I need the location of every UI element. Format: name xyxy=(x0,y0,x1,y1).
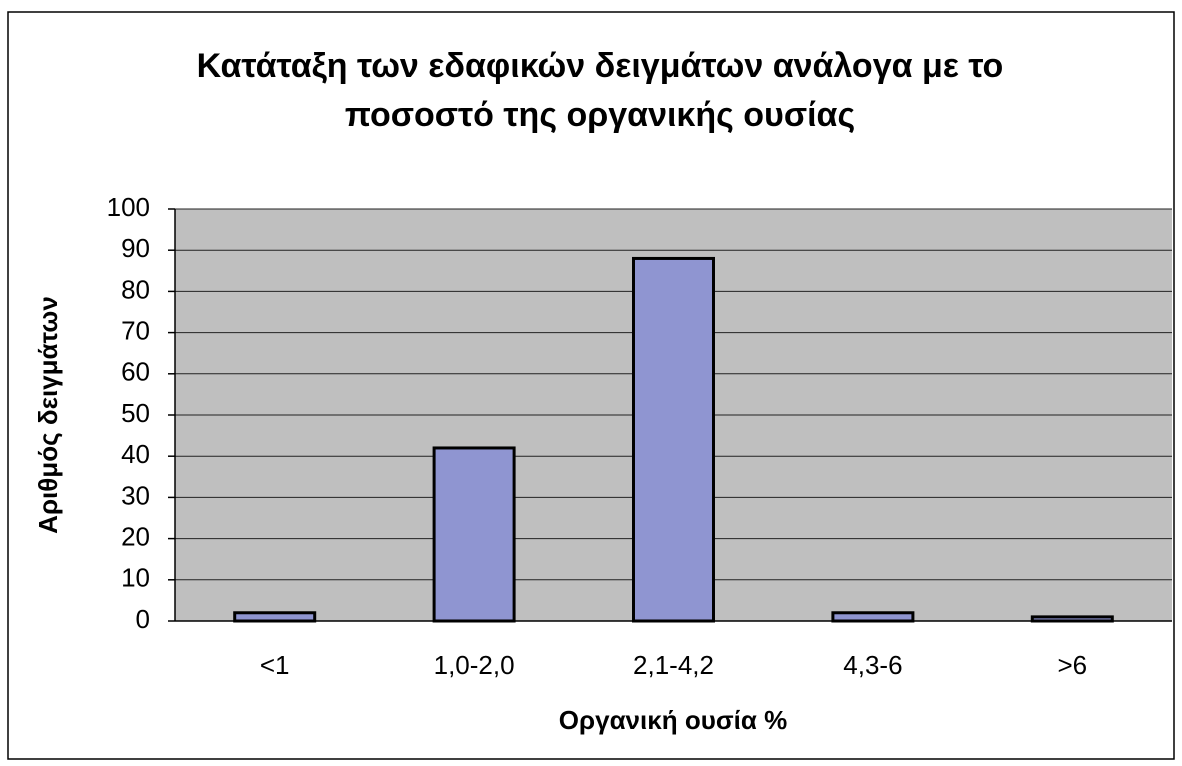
bar xyxy=(831,611,915,623)
y-tick-label: 20 xyxy=(121,521,150,551)
bar xyxy=(233,611,317,623)
x-tick-label: 4,3-6 xyxy=(843,650,902,680)
y-tick-label: 10 xyxy=(121,563,150,593)
chart-title: ποσοστό της οργανικής ουσίας xyxy=(345,96,855,134)
y-tick-label: 50 xyxy=(121,398,150,428)
x-tick-label: <1 xyxy=(260,650,290,680)
y-tick-label: 100 xyxy=(107,192,150,222)
x-tick-label: >6 xyxy=(1057,650,1087,680)
bar xyxy=(1030,615,1114,623)
y-tick-label: 60 xyxy=(121,357,150,387)
y-tick-label: 30 xyxy=(121,480,150,510)
y-tick-label: 70 xyxy=(121,315,150,345)
bar xyxy=(632,256,715,623)
y-tick-label: 0 xyxy=(136,604,150,634)
y-tick-label: 90 xyxy=(121,233,150,263)
y-tick-label: 40 xyxy=(121,439,150,469)
y-tick-label: 80 xyxy=(121,274,150,304)
chart-title: Κατάταξη των εδαφικών δειγμάτων ανάλογα … xyxy=(197,47,1004,85)
x-tick-label: 2,1-4,2 xyxy=(633,650,714,680)
bar xyxy=(432,446,516,623)
y-axis-title: Αριθμός δειγμάτων xyxy=(33,296,63,534)
x-axis-title: Οργανική ουσία % xyxy=(559,705,787,735)
x-tick-label: 1,0-2,0 xyxy=(434,650,515,680)
